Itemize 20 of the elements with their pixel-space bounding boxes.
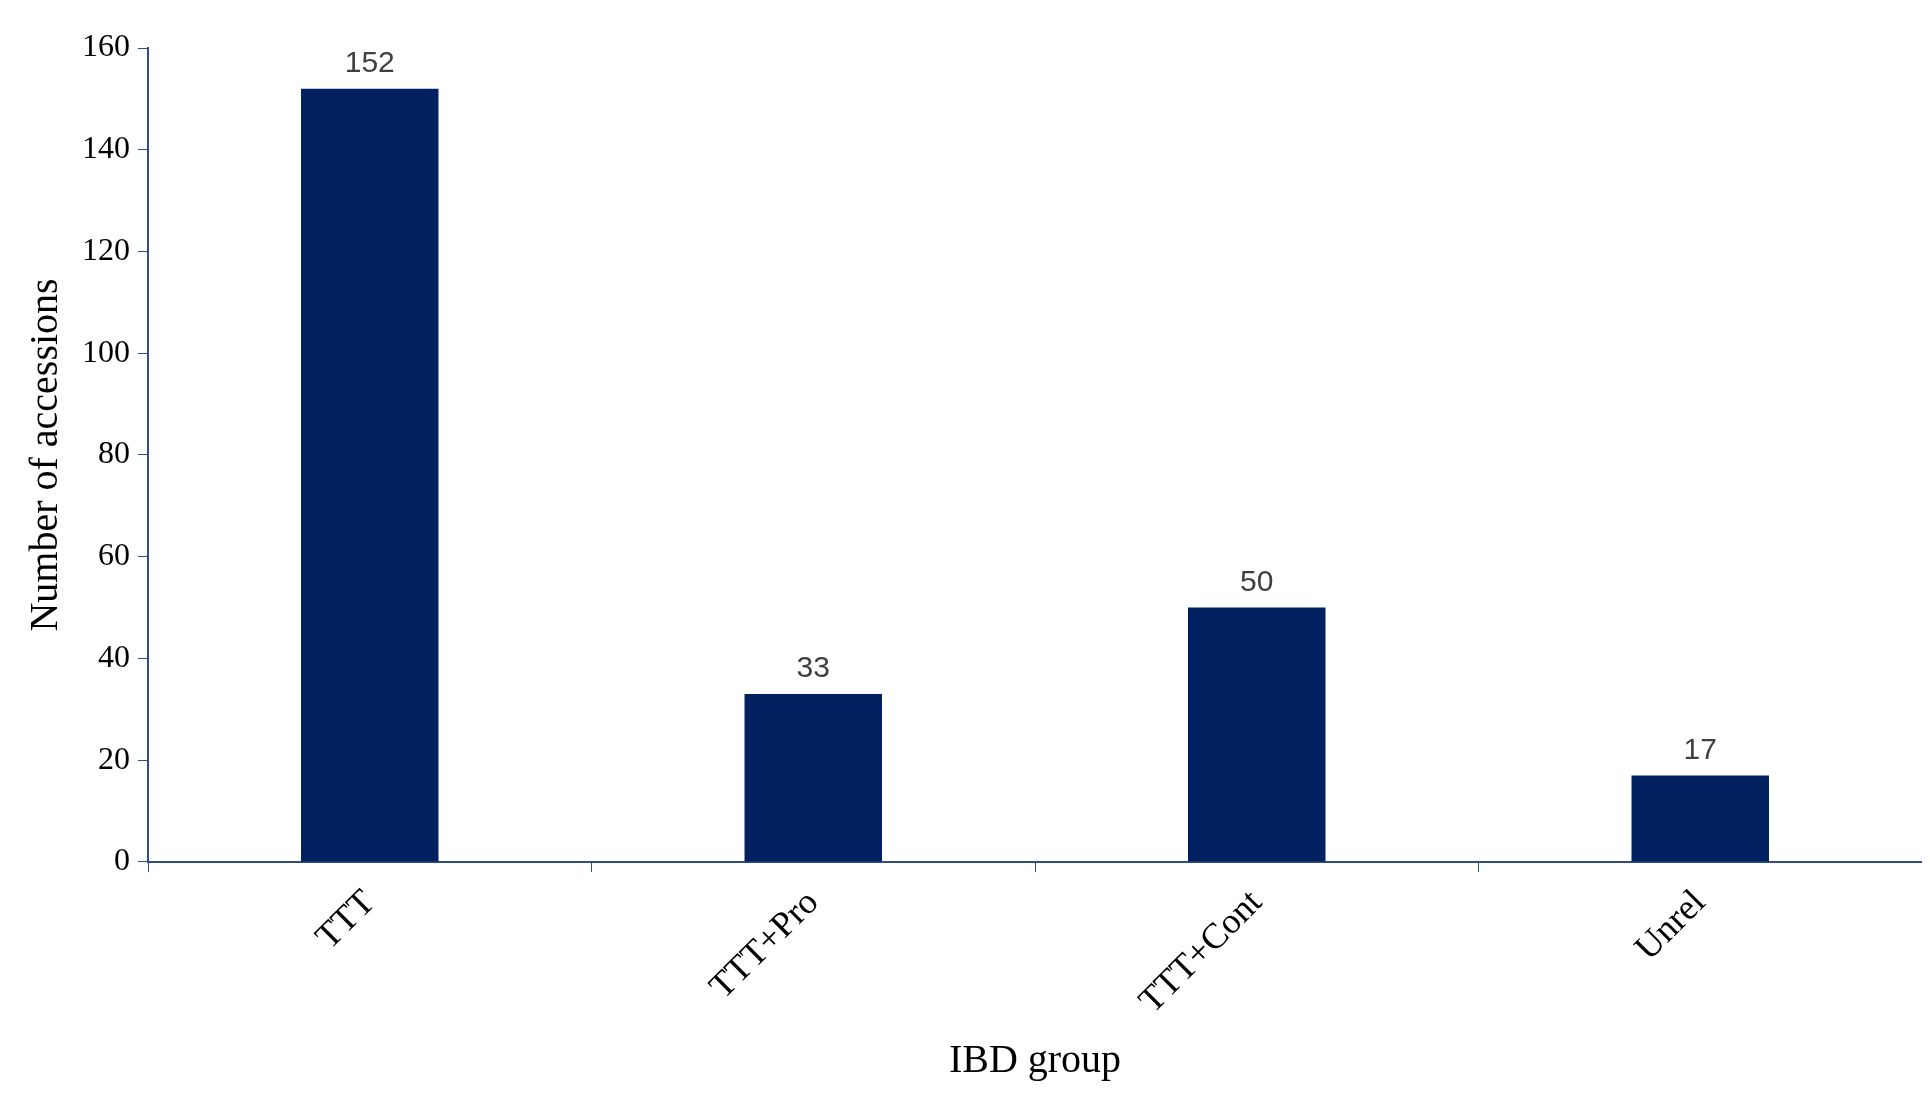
y-tick-label: 100 [82, 332, 130, 369]
x-tick-label: TTT [307, 881, 383, 957]
y-tick-label: 40 [98, 637, 130, 674]
bar [1188, 607, 1326, 862]
x-axis-title: IBD group [948, 1035, 1122, 1081]
data-label: 17 [1683, 731, 1717, 765]
y-tick-label: 80 [98, 434, 130, 471]
y-tick-label: 60 [98, 536, 130, 573]
data-label: 33 [796, 650, 830, 684]
bar [744, 694, 882, 862]
y-tick-label: 160 [82, 27, 130, 64]
y-tick-label: 140 [82, 129, 130, 166]
bar [301, 88, 439, 862]
bar [1631, 775, 1769, 862]
data-label: 50 [1240, 563, 1274, 597]
y-tick-label: 120 [82, 230, 130, 267]
data-label: 152 [344, 44, 395, 78]
y-tick-label: 20 [98, 739, 130, 776]
y-tick-label: 0 [114, 841, 130, 878]
y-axis-title: Number of accessions [20, 278, 66, 632]
